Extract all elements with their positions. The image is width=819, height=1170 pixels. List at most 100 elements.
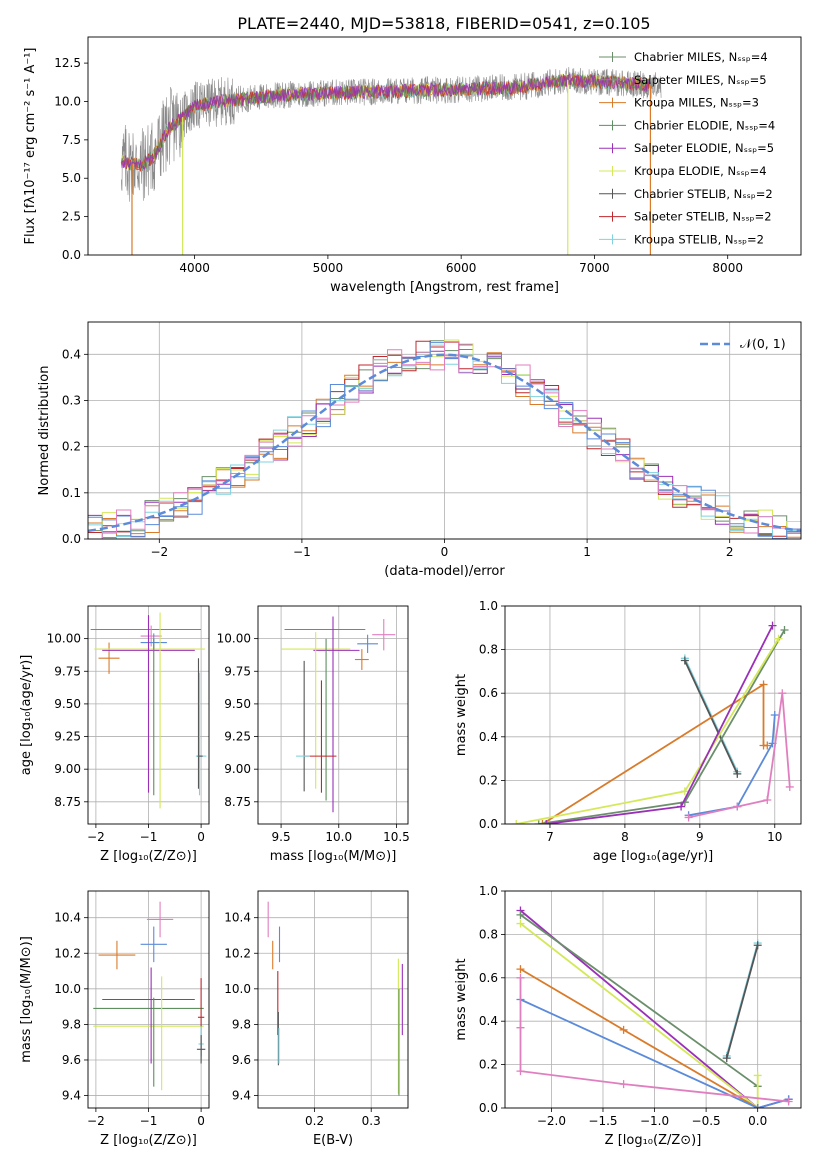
series-marker <box>516 1023 525 1032</box>
y-tick-label: 1.0 <box>479 884 498 898</box>
plot-area <box>90 612 207 809</box>
legend-label: 𝒩(0, 1) <box>740 336 786 351</box>
panel-mass_vs_ebv: 0.2 0.3 9.4 9.6 9.8 10.0 10.2 10.4 E(B-V) <box>224 890 409 1148</box>
y-axis-label: mass weight <box>454 958 469 1040</box>
x-axis-label: E(B-V) <box>313 1133 353 1148</box>
series-marker <box>784 1097 793 1106</box>
y-tick-label: 9.6 <box>62 1053 81 1067</box>
y-tick-label: 9.00 <box>224 762 251 776</box>
y-tick-label: 5.0 <box>62 171 81 185</box>
axes-frame <box>87 605 210 825</box>
plot-area <box>516 906 793 1108</box>
y-tick-label: 9.25 <box>54 730 81 744</box>
series-line-blue <box>688 714 776 817</box>
series-marker <box>733 802 742 811</box>
x-tick-label: −1 <box>140 1114 158 1128</box>
axes-frame <box>504 605 802 825</box>
x-tick-label: 10.5 <box>383 830 410 844</box>
y-tick-label: 10.00 <box>217 632 251 646</box>
plot-area <box>88 339 801 539</box>
y-tick-label: 0.2 <box>479 1058 498 1072</box>
panel-mass_vs_Z: −2 −1 0 9.4 9.6 9.8 10.0 10.2 10.4 Z [log₁₀(Z/Z⊙)… <box>19 890 210 1148</box>
axes-frame <box>87 36 802 256</box>
x-tick-label: −2 <box>150 545 168 559</box>
x-tick-label: 0 <box>441 545 449 559</box>
y-tick-label: 9.4 <box>62 1089 81 1103</box>
normal-curve <box>88 353 801 533</box>
x-tick-label: 0.3 <box>362 1114 381 1128</box>
legend-label: Salpeter MILES, Nₛₛₚ=5 <box>634 73 767 87</box>
y-tick-label: 0.4 <box>479 1014 498 1028</box>
panel-age_vs_Z: −2 −1 0 8.75 9.00 9.25 9.50 9.75 10.00 Z [log₁₀(Z… <box>19 605 210 864</box>
series-marker <box>770 711 779 719</box>
x-tick-label: 10.0 <box>325 830 352 844</box>
axes-frame <box>87 321 802 540</box>
y-tick-label: 0.0 <box>479 817 498 831</box>
series-marker <box>753 1071 762 1080</box>
series-marker <box>763 796 772 805</box>
series-marker <box>516 919 525 928</box>
x-tick-label: −1.5 <box>588 1114 617 1128</box>
series-marker <box>619 1080 628 1089</box>
legend-label: Kroupa STELIB, Nₛₛₚ=2 <box>634 232 764 246</box>
y-tick-label: 2.5 <box>62 210 81 224</box>
x-axis-label: wavelength [Angstrom, rest frame] <box>330 280 559 295</box>
x-axis-label: Z [log₁₀(Z/Z⊙)] <box>100 1133 197 1148</box>
panel-spectrum: 4000 5000 6000 7000 8000 0.0 2.5 5.0 7.5 10.0 12.5… <box>23 36 802 295</box>
y-tick-label: 10.2 <box>54 946 81 960</box>
x-tick-label: 8000 <box>712 261 743 275</box>
model-spectrum-salpeter_elodie <box>120 73 651 171</box>
y-tick-label: 9.75 <box>224 664 251 678</box>
y-tick-label: 9.75 <box>54 664 81 678</box>
plot-area <box>93 901 206 1091</box>
x-tick-label: −2 <box>87 830 105 844</box>
series-marker <box>768 621 777 630</box>
x-axis-label: Z [log₁₀(Z/Z⊙)] <box>100 849 197 864</box>
y-tick-label: 8.75 <box>224 795 251 809</box>
y-tick-label: 10.4 <box>54 911 81 925</box>
plot-area <box>120 66 662 255</box>
axes-frame <box>257 605 409 825</box>
series-marker <box>753 1104 762 1108</box>
figure-title: PLATE=2440, MJD=53818, FIBERID=0541, z=0… <box>237 14 650 33</box>
y-tick-label: 0.3 <box>62 393 81 407</box>
x-tick-label: 0.2 <box>305 1114 324 1128</box>
series-line-kroupa_stelib <box>683 657 739 773</box>
y-tick-label: 0.8 <box>479 927 498 941</box>
y-tick-label: 0.0 <box>62 532 81 546</box>
y-tick-label: 9.50 <box>54 697 81 711</box>
series-marker <box>680 656 689 665</box>
y-axis-label: Normed distribution <box>37 366 52 496</box>
x-tick-label: 0 <box>197 830 205 844</box>
tick-labels: 0.2 0.3 9.4 9.6 9.8 10.0 10.2 10.4 <box>224 911 380 1128</box>
series-marker <box>516 1067 525 1076</box>
series-marker <box>542 820 551 824</box>
gridlines <box>258 891 408 1108</box>
tick-labels: −2 −1 0 1 2 0.0 0.1 0.2 0.3 0.4 <box>62 347 734 559</box>
plot-area <box>267 901 403 1096</box>
observed-spectrum-line <box>121 66 662 202</box>
series-marker <box>534 820 543 824</box>
y-tick-label: 9.4 <box>232 1089 251 1103</box>
series-line-blue <box>520 998 789 1108</box>
y-tick-label: 8.75 <box>54 795 81 809</box>
series-marker <box>785 782 794 791</box>
x-tick-label: 7 <box>546 830 554 844</box>
x-tick-label: 4000 <box>179 261 210 275</box>
y-tick-label: 0.1 <box>62 486 81 500</box>
y-tick-label: 7.5 <box>62 133 81 147</box>
y-tick-label: 10.0 <box>54 982 81 996</box>
y-tick-label: 10.00 <box>47 632 81 646</box>
series-marker <box>680 787 689 796</box>
y-tick-label: 0.0 <box>479 1101 498 1115</box>
histogram-pink <box>88 341 801 539</box>
legend-label: Kroupa ELODIE, Nₛₛₚ=4 <box>634 164 767 178</box>
y-tick-label: 0.6 <box>479 686 498 700</box>
x-tick-label: 5000 <box>313 261 344 275</box>
x-tick-label: 10 <box>767 830 782 844</box>
series-marker <box>512 820 521 824</box>
x-tick-label: −0.5 <box>692 1114 721 1128</box>
plot-area <box>281 616 396 813</box>
y-tick-label: 9.8 <box>232 1017 251 1031</box>
y-axis-label: Flux [fλ10⁻¹⁷ erg cm⁻² s⁻¹ A⁻¹] <box>23 48 38 245</box>
